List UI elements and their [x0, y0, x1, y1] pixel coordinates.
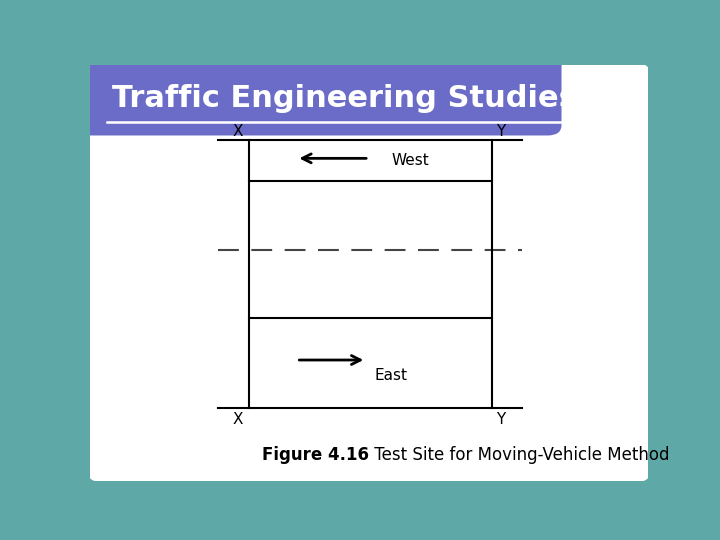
- Text: Y: Y: [496, 124, 505, 139]
- FancyBboxPatch shape: [90, 65, 174, 125]
- Text: West: West: [392, 153, 429, 168]
- Text: East: East: [374, 368, 408, 383]
- Text: Test Site for Moving-Vehicle Method: Test Site for Moving-Vehicle Method: [369, 446, 670, 464]
- Text: Traffic Engineering Studies: Traffic Engineering Studies: [112, 84, 577, 113]
- Text: X: X: [233, 124, 243, 139]
- FancyBboxPatch shape: [84, 60, 654, 485]
- Text: Y: Y: [496, 411, 505, 427]
- FancyBboxPatch shape: [76, 55, 562, 136]
- FancyBboxPatch shape: [90, 104, 547, 125]
- Text: X: X: [233, 411, 243, 427]
- Text: Figure 4.16: Figure 4.16: [262, 446, 369, 464]
